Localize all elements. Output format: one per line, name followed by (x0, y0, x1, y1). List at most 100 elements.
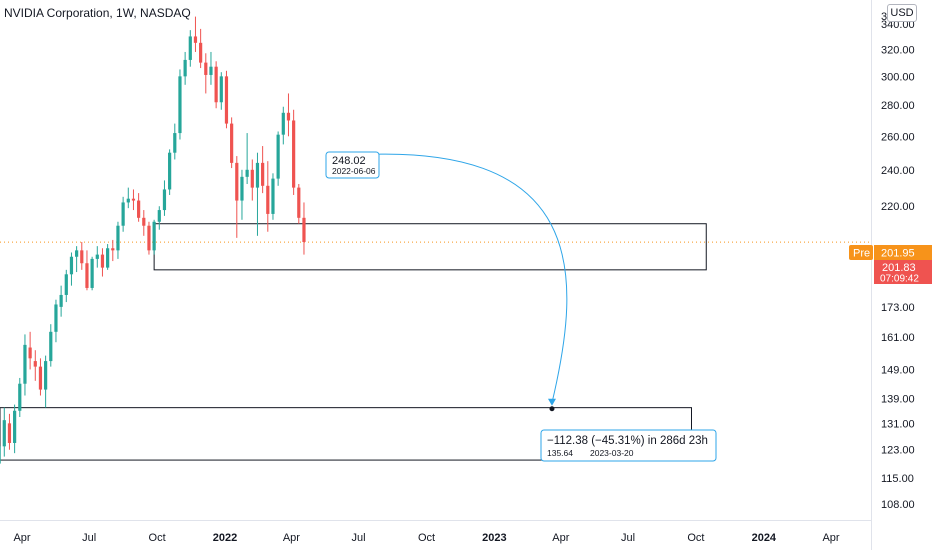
candle-body (204, 62, 208, 75)
candle-body (281, 112, 285, 135)
candle-body (188, 36, 192, 60)
candle-body (168, 152, 172, 190)
price-badges: Pre 201.95 201.83 07:09:42 (849, 245, 932, 285)
pre-value-badge (874, 245, 932, 260)
candle-body (2, 420, 6, 447)
change-tooltip: −112.38 (−45.31%) in 286d 23h 135.64 202… (540, 429, 717, 462)
candle-body (297, 187, 301, 218)
pre-value: 201.95 (881, 248, 915, 260)
candle-body (7, 423, 12, 443)
candle-body (183, 59, 187, 77)
price-tick-label: 131.00 (881, 418, 915, 430)
candle-body (271, 178, 275, 214)
pre-label: Pre (853, 248, 870, 260)
candle-body (245, 169, 249, 177)
candle-body (95, 254, 99, 259)
candle-body (137, 200, 141, 218)
candle-body (38, 366, 43, 390)
price-tick-label: 161.00 (881, 332, 915, 344)
candle-body (162, 189, 167, 211)
time-tick-label: 2023 (482, 532, 506, 544)
candles-layer (0, 16, 306, 464)
price-tick-label: 149.00 (881, 364, 915, 376)
change-text: −112.38 (−45.31%) in 286d 23h (547, 435, 708, 447)
candle-body (193, 36, 198, 43)
candle-body (286, 112, 291, 121)
candle-body (178, 76, 182, 134)
candle-body (157, 210, 161, 222)
candle-body (90, 258, 94, 288)
price-tick-label: 139.00 (881, 394, 915, 406)
price-tick-label: 300.00 (881, 71, 915, 83)
price-tick-label: 108.00 (881, 499, 915, 511)
candle-body (142, 217, 146, 226)
candle-body (199, 42, 203, 63)
time-tick-label: Oct (418, 532, 435, 544)
candle-body (261, 162, 265, 186)
time-tick-label: 2022 (213, 532, 237, 544)
candle-body (85, 263, 89, 288)
candle-body (23, 344, 27, 384)
candle-body (69, 256, 74, 275)
candle-body (116, 225, 120, 251)
projection-arc (340, 153, 568, 403)
price-tick-label: 260.00 (881, 131, 915, 143)
time-axis[interactable]: Apr Jul Oct 2022 Apr Jul Oct 2023 Apr Jul Oct 2024 A… (13, 532, 839, 544)
chart-title: NVIDIA Corporation, 1W, NASDAQ (4, 6, 191, 20)
start-tooltip: 248.02 2022-06-06 (325, 151, 380, 179)
time-tick-label: Oct (149, 532, 166, 544)
candle-body (33, 361, 37, 367)
last-price-value: 201.83 (882, 262, 916, 274)
projection-arrowhead (547, 398, 556, 406)
last-price-badge (874, 260, 932, 284)
time-tick-label: Oct (687, 532, 704, 544)
currency-button[interactable]: USD (887, 4, 917, 22)
candle-body (235, 162, 239, 201)
time-tick-label: Apr (13, 532, 30, 544)
candle-body (219, 76, 223, 103)
start-tooltip-box (325, 151, 380, 179)
candle-body (64, 274, 68, 295)
candle-body (13, 410, 17, 443)
candle-body (44, 361, 48, 390)
candle-body (266, 185, 270, 214)
end-date: 2023-03-20 (590, 448, 634, 458)
candle-body (152, 221, 156, 251)
candle-body (126, 198, 130, 203)
candle-body (131, 198, 136, 201)
pre-label-badge (849, 245, 873, 260)
time-tick-label: 2024 (752, 532, 777, 544)
candle-body (276, 134, 280, 179)
time-tick-label: Apr (552, 532, 569, 544)
time-tick-label: Apr (822, 532, 839, 544)
price-tick-label: 220.00 (881, 201, 915, 213)
candle-body (255, 162, 260, 188)
candle-body (59, 294, 63, 307)
candle-body (106, 248, 110, 268)
candle-body (173, 133, 177, 153)
candle-body (250, 169, 254, 188)
candle-body (54, 304, 58, 332)
price-tick-label: 123.00 (881, 445, 915, 457)
plot-background (0, 0, 871, 520)
price-tick-label: 115.00 (881, 473, 914, 485)
change-tooltip-box (540, 429, 717, 462)
end-value: 135.64 (547, 448, 573, 458)
candle-body (100, 254, 105, 268)
candle-body (0, 446, 1, 464)
time-tick-label: Jul (82, 532, 96, 544)
candle-body (18, 383, 22, 411)
candle-body (121, 202, 125, 226)
candle-body (224, 76, 229, 124)
candle-body (230, 123, 234, 163)
candle-body (209, 66, 213, 75)
candle-body (147, 225, 151, 251)
candle-body (80, 250, 84, 264)
start-value: 248.02 (332, 155, 366, 167)
projection-end-point (549, 406, 555, 412)
start-date: 2022-06-06 (332, 166, 376, 176)
time-tick-label: Apr (283, 532, 300, 544)
candle-body (240, 176, 244, 201)
candle-body (214, 66, 218, 103)
